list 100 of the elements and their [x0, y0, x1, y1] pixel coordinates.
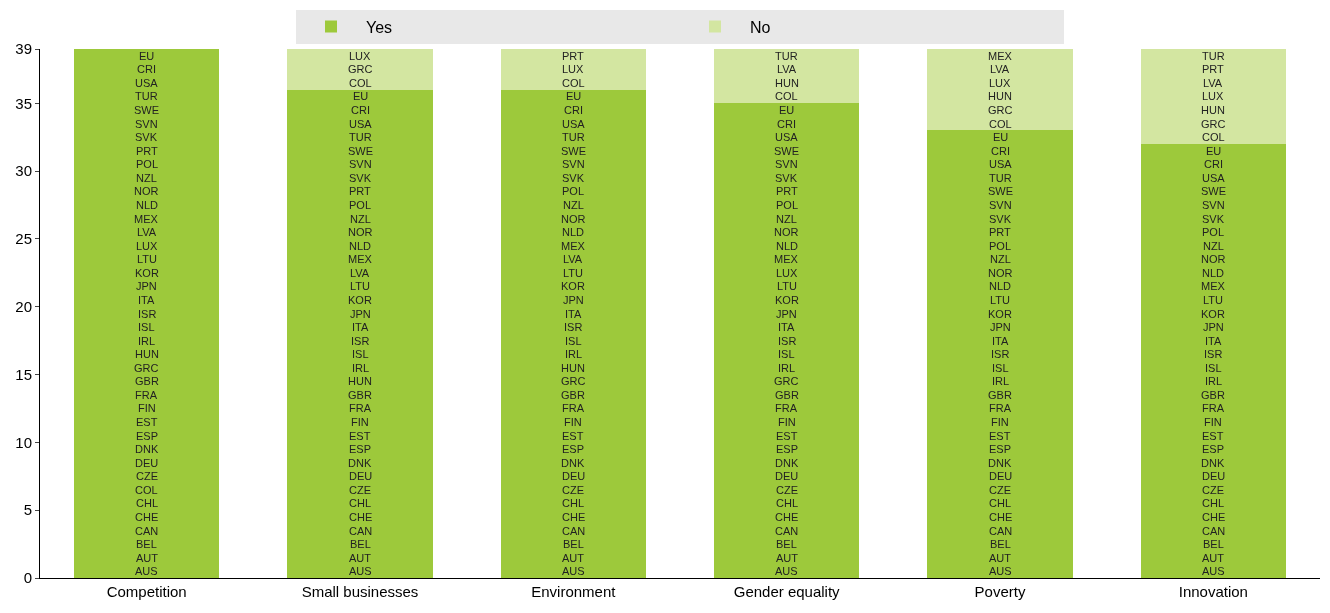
annotation: CAN — [135, 525, 159, 537]
annotation: ISL — [992, 362, 1009, 374]
annotation: COL — [1202, 131, 1225, 143]
annotation: PRT — [776, 185, 799, 197]
annotation: NOR — [774, 226, 799, 238]
annotation: SWE — [774, 145, 800, 157]
annotation: ISR — [138, 308, 157, 320]
annotation: JPN — [990, 321, 1011, 333]
annotation: SVK — [1202, 213, 1225, 225]
annotation: IRL — [1205, 375, 1223, 387]
annotation: USA — [135, 77, 159, 89]
annotation: ITA — [565, 308, 582, 320]
annotation: FIN — [778, 416, 796, 428]
annotation: USA — [349, 118, 373, 130]
annotation: LTU — [563, 267, 584, 279]
annotation: DEU — [562, 470, 586, 482]
annotation: ISL — [1205, 362, 1222, 374]
annotation: ISR — [1204, 348, 1223, 360]
annotation: ESP — [1202, 443, 1225, 455]
annotation: ISL — [138, 321, 155, 333]
annotation: KOR — [561, 280, 585, 292]
annotation: NOR — [988, 267, 1013, 279]
annotation: LVA — [990, 63, 1010, 75]
y-tick-label: 39 — [15, 40, 32, 58]
annotation: SVN — [989, 199, 1012, 211]
annotation: LUX — [989, 77, 1012, 89]
annotation: CZE — [136, 470, 158, 482]
annotation: SVN — [349, 158, 372, 170]
annotation: HUN — [775, 77, 799, 89]
annotation: SVK — [775, 172, 798, 184]
annotation: COL — [775, 90, 798, 102]
annotation: CHE — [562, 511, 586, 523]
annotation: NZL — [563, 199, 584, 211]
annotation: CRI — [137, 63, 156, 75]
annotation: CAN — [1202, 525, 1226, 537]
annotation: EU — [1206, 145, 1222, 157]
annotation: AUT — [776, 552, 799, 564]
annotation: GBR — [561, 389, 585, 401]
annotation: EU — [353, 90, 369, 102]
annotation: LUX — [1202, 90, 1225, 102]
annotation: DNK — [1201, 457, 1225, 469]
x-tick-label: Small businesses — [301, 583, 419, 600]
annotation: EU — [566, 90, 582, 102]
annotation: FIN — [564, 416, 582, 428]
annotation: CRI — [991, 145, 1010, 157]
annotation: KOR — [135, 267, 159, 279]
annotation: KOR — [1201, 308, 1225, 320]
annotation: TUR — [562, 131, 585, 143]
annotation: NZL — [776, 213, 797, 225]
annotation: NOR — [348, 226, 373, 238]
annotation: DEU — [775, 470, 799, 482]
annotation: CZE — [562, 484, 584, 496]
annotation: USA — [775, 131, 799, 143]
annotation: CHL — [989, 497, 1012, 509]
annotation: AUS — [135, 565, 158, 577]
annotation: GBR — [135, 375, 159, 387]
annotation: ITA — [992, 335, 1009, 347]
annotation: ESP — [136, 430, 159, 442]
annotation: DEU — [989, 470, 1013, 482]
annotation: ISR — [991, 348, 1010, 360]
annotation: USA — [989, 158, 1013, 170]
annotation: SVK — [562, 172, 585, 184]
x-tick-label: Environment — [531, 583, 617, 600]
annotation: SVN — [1202, 199, 1225, 211]
y-tick-label: 20 — [15, 297, 32, 315]
annotation: FRA — [775, 402, 798, 414]
annotation: LUX — [349, 50, 372, 62]
annotation: LTU — [777, 280, 798, 292]
annotation: DEU — [1202, 470, 1226, 482]
annotation: BEL — [563, 538, 584, 550]
annotation: SVK — [135, 131, 158, 143]
annotation: LTU — [990, 294, 1011, 306]
annotation: EST — [776, 430, 798, 442]
annotation: NLD — [776, 240, 799, 252]
annotation: IRL — [565, 348, 583, 360]
annotation: EU — [139, 50, 155, 62]
annotation: JPN — [136, 280, 157, 292]
annotation: JPN — [563, 294, 584, 306]
annotation: CRI — [564, 104, 583, 116]
annotation: AUS — [562, 565, 585, 577]
annotation: LTU — [137, 253, 158, 265]
annotation: PRT — [989, 226, 1012, 238]
annotation: EU — [993, 131, 1009, 143]
annotation: CHE — [135, 511, 159, 523]
annotation: ITA — [1205, 335, 1222, 347]
annotation: EST — [562, 430, 584, 442]
annotation: ESP — [776, 443, 799, 455]
annotation: CHL — [136, 497, 159, 509]
annotation: FIN — [991, 416, 1009, 428]
annotation: CHE — [775, 511, 799, 523]
annotation: HUN — [988, 90, 1012, 102]
annotation: BEL — [990, 538, 1011, 550]
annotation: AUT — [562, 552, 585, 564]
annotation: GRC — [134, 362, 159, 374]
annotation: FIN — [1204, 416, 1222, 428]
annotation: LVA — [350, 267, 370, 279]
annotation: CHE — [1202, 511, 1226, 523]
annotation: SVK — [349, 172, 372, 184]
annotation: MEX — [134, 213, 159, 225]
annotation: JPN — [776, 308, 797, 320]
